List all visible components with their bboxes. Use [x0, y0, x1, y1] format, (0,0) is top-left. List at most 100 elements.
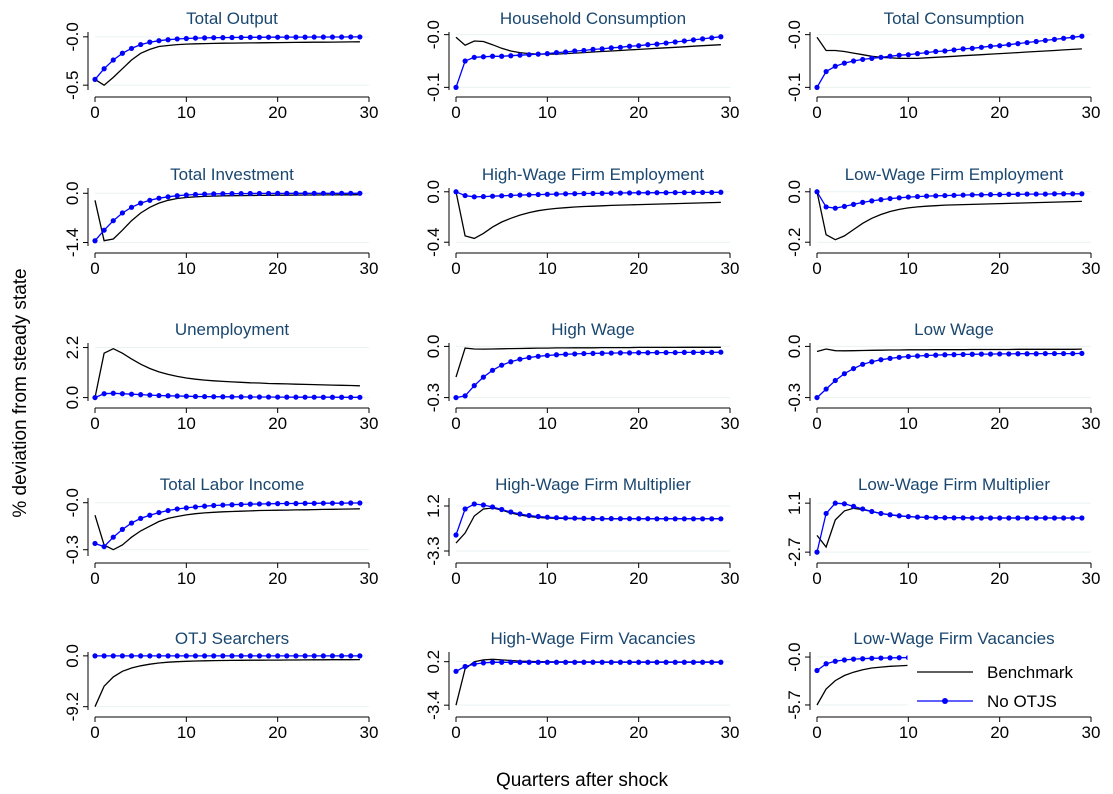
benchmark-line: [816, 348, 1082, 353]
no-otjs-point: [480, 660, 486, 666]
x-tick-label: 0: [812, 414, 821, 433]
panel-title: High-Wage Firm Employment: [482, 165, 705, 184]
no-otjs-point: [850, 656, 857, 662]
no-otjs-point: [508, 509, 514, 515]
no-otjs-point: [960, 515, 966, 521]
no-otjs-point: [92, 540, 98, 547]
no-otjs-point: [869, 655, 875, 661]
y-tick-label: -0.3: [63, 535, 82, 564]
y-tick-label: -3.4: [424, 691, 443, 720]
no-otjs-point: [229, 34, 235, 41]
no-otjs-point: [220, 191, 226, 197]
no-otjs-point: [823, 204, 829, 210]
y-tick-label: 0.0: [785, 335, 804, 359]
x-tick-label: 30: [721, 723, 740, 742]
panel-title: Low-Wage Firm Multiplier: [858, 475, 1050, 494]
no-otjs-point: [302, 394, 308, 400]
no-otjs-point: [517, 659, 523, 665]
no-otjs-point: [202, 503, 208, 509]
no-otjs-point: [544, 51, 550, 57]
no-otjs-point: [265, 34, 272, 40]
no-otjs-point: [608, 45, 614, 51]
no-otjs-point: [526, 192, 532, 198]
legend-box: [907, 651, 1105, 715]
no-otjs-point: [471, 383, 477, 389]
no-otjs-point: [339, 190, 345, 196]
no-otjs-point: [92, 76, 98, 82]
no-otjs-point: [357, 190, 363, 196]
no-otjs-point: [265, 190, 272, 197]
no-otjs-point: [284, 500, 290, 507]
x-tick-label: 10: [538, 723, 557, 742]
no-otjs-point: [617, 190, 624, 196]
no-otjs-point: [951, 47, 957, 53]
no-otjs-point: [302, 500, 308, 506]
no-otjs-point: [192, 191, 199, 198]
no-otjs-point: [192, 393, 199, 400]
no-otjs-point: [987, 351, 994, 357]
no-otjs-point: [814, 549, 820, 555]
panel: Low-Wage Firm Employment 0.0 -0.2 0 10 20 30: [785, 165, 1100, 278]
y-tick-label: 0.0: [424, 335, 443, 359]
x-tick-label: 10: [177, 103, 196, 122]
no-otjs-point: [1061, 191, 1067, 197]
no-otjs-point: [572, 48, 578, 54]
no-otjs-point: [636, 190, 642, 196]
no-otjs-point: [183, 505, 189, 511]
y-axis-title: % deviation from steady state: [10, 268, 31, 517]
no-otjs-point: [997, 515, 1003, 521]
x-tick-label: 10: [177, 259, 196, 278]
no-otjs-point: [914, 193, 921, 200]
x-tick-label: 10: [899, 103, 918, 122]
no-otjs-point: [887, 195, 893, 202]
no-otjs-point: [453, 394, 459, 401]
no-otjs-point: [339, 500, 345, 506]
y-tick-label: -0.1: [424, 73, 443, 102]
no-otjs-point: [229, 191, 235, 197]
no-otjs-point: [887, 53, 893, 59]
no-otjs-point: [590, 659, 596, 665]
no-otjs-point: [174, 36, 180, 42]
x-tick-label: 10: [899, 259, 918, 278]
no-otjs-point: [220, 653, 226, 659]
no-otjs-point: [211, 502, 217, 509]
no-otjs-point: [508, 659, 514, 665]
no-otjs-point: [119, 653, 125, 659]
no-otjs-point: [700, 516, 706, 522]
y-tick-label: 1.2: [424, 494, 443, 518]
y-tick-label: -0.4: [424, 228, 443, 257]
no-otjs-point: [969, 192, 975, 198]
no-otjs-point: [969, 351, 975, 357]
no-otjs-point: [1051, 36, 1058, 42]
no-otjs-point: [165, 507, 171, 514]
x-tick-label: 0: [812, 103, 821, 122]
no-otjs-point: [329, 34, 336, 40]
no-otjs-point: [933, 352, 939, 358]
panel-title: Total Consumption: [884, 9, 1025, 28]
x-tick-label: 20: [268, 723, 287, 742]
no-otjs-point: [1024, 39, 1030, 46]
no-otjs-point: [960, 351, 966, 358]
x-tick-label: 0: [451, 103, 460, 122]
no-otjs-point: [535, 353, 541, 359]
x-tick-label: 30: [1082, 569, 1101, 588]
no-otjs-point: [256, 653, 262, 659]
x-tick-label: 20: [629, 103, 648, 122]
no-otjs-point: [997, 43, 1003, 49]
y-tick-label: -0.0: [785, 642, 804, 671]
no-otjs-point: [544, 659, 550, 665]
no-otjs-point: [119, 50, 125, 56]
no-otjs-point: [636, 659, 642, 665]
legend-benchmark-label: Benchmark: [987, 663, 1073, 682]
no-otjs-point: [165, 194, 171, 200]
no-otjs-point: [572, 659, 578, 665]
no-otjs-point: [681, 349, 687, 355]
no-otjs-point: [709, 516, 715, 522]
no-otjs-point: [599, 46, 605, 52]
no-otjs-point: [608, 350, 614, 356]
y-tick-label: -3.3: [424, 536, 443, 565]
no-otjs-point: [987, 191, 994, 198]
no-otjs-point: [220, 394, 226, 400]
no-otjs-point: [471, 661, 477, 667]
x-tick-label: 30: [360, 103, 379, 122]
